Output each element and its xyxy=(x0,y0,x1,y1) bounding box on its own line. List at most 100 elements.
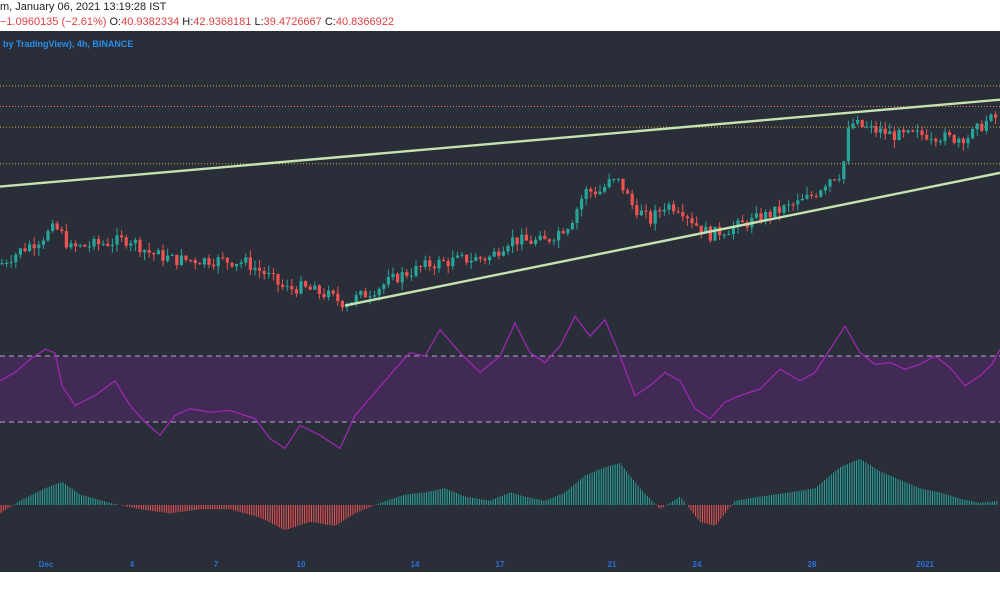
candle-bull xyxy=(414,266,418,276)
chart-source-label: by TradingView), 4h, BINANCE xyxy=(3,39,133,49)
time-axis-tick-label: 4 xyxy=(130,560,135,569)
time-axis-tick-label: 24 xyxy=(693,560,702,569)
candle-bull xyxy=(409,275,413,277)
candle-bull xyxy=(869,126,873,128)
candle-bear xyxy=(777,206,781,213)
candle-bull xyxy=(842,161,846,180)
candle-bear xyxy=(230,262,234,267)
candle-bull xyxy=(534,239,538,244)
candle-bull xyxy=(166,255,170,261)
candle-bear xyxy=(276,274,280,285)
candle-bear xyxy=(432,266,436,269)
candle-bear xyxy=(189,259,193,261)
candle-bear xyxy=(547,239,551,242)
rsi-pane xyxy=(0,315,1000,450)
time-axis-tick-label: 21 xyxy=(608,560,617,569)
candle-bear xyxy=(833,179,837,181)
candle-bear xyxy=(676,211,680,213)
candle-bull xyxy=(327,290,331,298)
candle-bear xyxy=(644,210,648,212)
candle-bear xyxy=(741,220,745,223)
low-label: L: xyxy=(254,16,264,28)
candle-bear xyxy=(124,237,128,246)
candle-bull xyxy=(580,198,584,210)
candle-bull xyxy=(101,243,105,245)
candle-bear xyxy=(695,223,699,226)
candle-bull xyxy=(37,244,41,249)
candle-bear xyxy=(860,119,864,127)
candle-bear xyxy=(419,266,423,268)
candle-bull xyxy=(506,246,510,252)
candle-bull xyxy=(773,206,777,218)
candle-bear xyxy=(690,218,694,224)
time-axis: Dec 4 7 10 14 17 21 24 28 2021 xyxy=(39,560,935,569)
candle-bear xyxy=(363,290,367,298)
candle-bear xyxy=(658,210,662,212)
candle-bull xyxy=(915,130,919,132)
candle-bull xyxy=(584,188,588,199)
candle-bull xyxy=(244,257,248,263)
price-pane xyxy=(0,85,1000,312)
open-label: O: xyxy=(109,16,122,28)
candle-bear xyxy=(120,235,124,238)
candle-bull xyxy=(285,286,289,288)
candle-bull xyxy=(313,285,317,290)
candle-bear xyxy=(478,257,482,259)
candle-bear xyxy=(635,205,639,216)
candle-bear xyxy=(175,254,179,266)
candle-bull xyxy=(69,243,73,248)
candle-bull xyxy=(888,131,892,135)
candle-bear xyxy=(221,257,225,259)
candle-bull xyxy=(731,226,735,235)
candle-bull xyxy=(819,190,823,197)
candle-bear xyxy=(442,259,446,261)
candle-bull xyxy=(879,128,883,133)
candle-bull xyxy=(754,213,758,218)
candle-bull xyxy=(616,178,620,180)
header-datetime: m, January 06, 2021 13:19:28 IST xyxy=(0,1,167,13)
candle-bull xyxy=(492,251,496,257)
candle-bear xyxy=(428,260,432,267)
candle-bull xyxy=(377,288,381,296)
candle-bull xyxy=(41,240,45,245)
candle-bear xyxy=(465,254,469,263)
candle-bear xyxy=(152,252,156,255)
candle-bull xyxy=(368,296,372,298)
candle-bear xyxy=(207,258,211,265)
candle-bear xyxy=(902,129,906,133)
candle-bear xyxy=(529,240,533,244)
rsi-band xyxy=(0,356,1000,422)
candle-bear xyxy=(814,195,818,197)
trendline xyxy=(0,98,1000,188)
candle-bull xyxy=(216,257,220,267)
candle-bear xyxy=(248,257,252,270)
candle-bear xyxy=(672,204,676,212)
candle-bear xyxy=(308,286,312,290)
trading-chart[interactable]: by TradingView), 4h, BINANCE Dec 4 7 10 14 17… xyxy=(0,31,1000,600)
time-axis-tick-label: 14 xyxy=(411,560,420,569)
candle-bull xyxy=(474,257,478,261)
candle-bull xyxy=(235,263,239,267)
candle-bear xyxy=(106,243,110,246)
candle-bear xyxy=(97,238,101,245)
candle-bear xyxy=(74,243,78,247)
candle-bear xyxy=(892,131,896,141)
candle-bear xyxy=(161,250,165,261)
candle-bear xyxy=(980,123,984,131)
candle-bear xyxy=(589,188,593,192)
candle-bear xyxy=(64,230,68,248)
candle-bull xyxy=(469,260,473,263)
high-value: 42.9368181 xyxy=(193,16,252,28)
candle-bull xyxy=(110,244,114,246)
candle-bull xyxy=(727,234,731,236)
candle-bull xyxy=(667,204,671,210)
candle-bull xyxy=(713,226,717,241)
candle-bear xyxy=(649,211,653,224)
time-axis-tick-label: 28 xyxy=(808,560,817,569)
candle-bear xyxy=(681,212,685,217)
candle-bull xyxy=(837,179,841,181)
time-axis-tick-label: 10 xyxy=(297,560,306,569)
candle-bull xyxy=(722,235,726,237)
candle-bear xyxy=(497,251,501,256)
candle-bull xyxy=(501,251,505,256)
